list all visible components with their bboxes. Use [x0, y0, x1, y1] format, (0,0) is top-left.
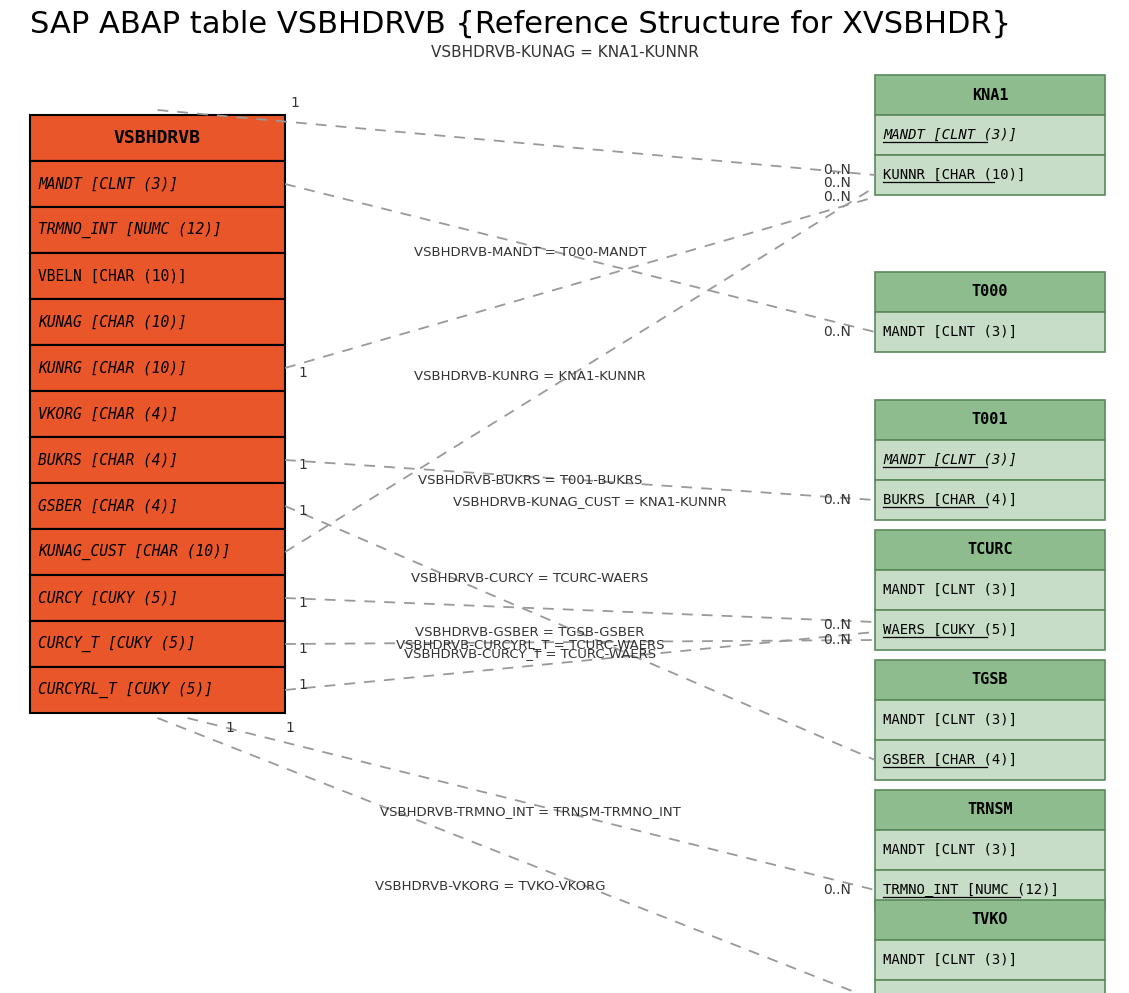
Text: VSBHDRVB-MANDT = T000-MANDT: VSBHDRVB-MANDT = T000-MANDT [413, 246, 646, 259]
Text: VSBHDRVB-CURCY_T = TCURC-WAERS: VSBHDRVB-CURCY_T = TCURC-WAERS [404, 647, 656, 660]
Text: T000: T000 [972, 285, 1008, 300]
Text: 1: 1 [298, 596, 307, 610]
FancyBboxPatch shape [875, 115, 1105, 155]
FancyBboxPatch shape [30, 345, 285, 391]
Text: MANDT [CLNT (3)]: MANDT [CLNT (3)] [883, 713, 1017, 727]
Text: KNA1: KNA1 [972, 87, 1008, 102]
Text: 0..N: 0..N [823, 325, 851, 339]
Text: VBELN [CHAR (10)]: VBELN [CHAR (10)] [38, 268, 186, 283]
FancyBboxPatch shape [30, 437, 285, 483]
Text: 0..N: 0..N [823, 493, 851, 507]
Text: 1: 1 [298, 678, 307, 692]
Text: 1: 1 [226, 721, 235, 735]
FancyBboxPatch shape [875, 312, 1105, 352]
Text: KUNNR [CHAR (10)]: KUNNR [CHAR (10)] [883, 168, 1025, 182]
Text: 1: 1 [290, 96, 299, 110]
Text: SAP ABAP table VSBHDRVB {Reference Structure for XVSBHDR}: SAP ABAP table VSBHDRVB {Reference Struc… [30, 10, 1010, 39]
Text: 0..N: 0..N [823, 883, 851, 897]
FancyBboxPatch shape [30, 667, 285, 713]
Text: MANDT [CLNT (3)]: MANDT [CLNT (3)] [883, 325, 1017, 339]
FancyBboxPatch shape [30, 483, 285, 529]
Text: TRNSM: TRNSM [968, 802, 1013, 817]
FancyBboxPatch shape [875, 740, 1105, 780]
Text: 0..N: 0..N [823, 163, 851, 177]
FancyBboxPatch shape [875, 660, 1105, 700]
Text: VSBHDRVB: VSBHDRVB [114, 129, 201, 147]
FancyBboxPatch shape [30, 207, 285, 253]
FancyBboxPatch shape [30, 621, 285, 667]
FancyBboxPatch shape [30, 161, 285, 207]
FancyBboxPatch shape [875, 155, 1105, 195]
Text: MANDT [CLNT (3)]: MANDT [CLNT (3)] [883, 953, 1017, 967]
FancyBboxPatch shape [875, 272, 1105, 312]
Text: 0..N: 0..N [823, 618, 851, 632]
Text: 0..N: 0..N [823, 190, 851, 204]
Text: TRMNO_INT [NUMC (12)]: TRMNO_INT [NUMC (12)] [38, 221, 221, 238]
Text: KUNRG [CHAR (10)]: KUNRG [CHAR (10)] [38, 360, 186, 375]
Text: TCURC: TCURC [968, 542, 1013, 557]
Text: VSBHDRVB-VKORG = TVKO-VKORG: VSBHDRVB-VKORG = TVKO-VKORG [375, 880, 605, 893]
Text: MANDT [CLNT (3)]: MANDT [CLNT (3)] [883, 583, 1017, 597]
Text: TGSB: TGSB [972, 672, 1008, 687]
Text: GSBER [CHAR (4)]: GSBER [CHAR (4)] [883, 753, 1017, 767]
Text: BUKRS [CHAR (4)]: BUKRS [CHAR (4)] [38, 453, 178, 468]
FancyBboxPatch shape [875, 790, 1105, 830]
FancyBboxPatch shape [875, 75, 1105, 115]
FancyBboxPatch shape [875, 480, 1105, 520]
FancyBboxPatch shape [875, 700, 1105, 740]
FancyBboxPatch shape [30, 575, 285, 621]
FancyBboxPatch shape [875, 870, 1105, 910]
Text: VSBHDRVB-GSBER = TGSB-GSBER: VSBHDRVB-GSBER = TGSB-GSBER [415, 627, 645, 639]
FancyBboxPatch shape [30, 391, 285, 437]
FancyBboxPatch shape [875, 980, 1105, 993]
Text: KUNAG [CHAR (10)]: KUNAG [CHAR (10)] [38, 315, 186, 330]
FancyBboxPatch shape [30, 529, 285, 575]
FancyBboxPatch shape [875, 440, 1105, 480]
Text: CURCY [CUKY (5)]: CURCY [CUKY (5)] [38, 591, 178, 606]
Text: CURCY_T [CUKY (5)]: CURCY_T [CUKY (5)] [38, 636, 195, 652]
Text: VSBHDRVB-KUNAG = KNA1-KUNNR: VSBHDRVB-KUNAG = KNA1-KUNNR [430, 45, 699, 60]
Text: MANDT [CLNT (3)]: MANDT [CLNT (3)] [38, 177, 178, 192]
FancyBboxPatch shape [875, 900, 1105, 940]
Text: 1: 1 [286, 721, 295, 735]
Text: MANDT [CLNT (3)]: MANDT [CLNT (3)] [883, 128, 1017, 142]
Text: TRMNO_INT [NUMC (12)]: TRMNO_INT [NUMC (12)] [883, 883, 1059, 897]
FancyBboxPatch shape [875, 530, 1105, 570]
FancyBboxPatch shape [30, 253, 285, 299]
Text: 1: 1 [298, 458, 307, 472]
FancyBboxPatch shape [875, 610, 1105, 650]
Text: VSBHDRVB-KUNRG = KNA1-KUNNR: VSBHDRVB-KUNRG = KNA1-KUNNR [414, 369, 646, 382]
FancyBboxPatch shape [30, 299, 285, 345]
FancyBboxPatch shape [875, 570, 1105, 610]
Text: 1: 1 [298, 366, 307, 380]
FancyBboxPatch shape [875, 940, 1105, 980]
Text: VSBHDRVB-BUKRS = T001-BUKRS: VSBHDRVB-BUKRS = T001-BUKRS [418, 474, 642, 487]
Text: 1: 1 [298, 642, 307, 656]
Text: VKORG [CHAR (4)]: VKORG [CHAR (4)] [38, 406, 178, 421]
Text: 1: 1 [298, 504, 307, 518]
Text: 0..N: 0..N [823, 633, 851, 647]
Text: VSBHDRVB-TRMNO_INT = TRNSM-TRMNO_INT: VSBHDRVB-TRMNO_INT = TRNSM-TRMNO_INT [379, 805, 681, 818]
Text: KUNAG_CUST [CHAR (10)]: KUNAG_CUST [CHAR (10)] [38, 544, 230, 560]
Text: VSBHDRVB-KUNAG_CUST = KNA1-KUNNR: VSBHDRVB-KUNAG_CUST = KNA1-KUNNR [453, 496, 727, 508]
Text: VSBHDRVB-CURCY = TCURC-WAERS: VSBHDRVB-CURCY = TCURC-WAERS [411, 572, 649, 585]
FancyBboxPatch shape [875, 830, 1105, 870]
Text: GSBER [CHAR (4)]: GSBER [CHAR (4)] [38, 498, 178, 513]
Text: VSBHDRVB-CURCYRL_T = TCURC-WAERS: VSBHDRVB-CURCYRL_T = TCURC-WAERS [396, 638, 664, 651]
Text: CURCYRL_T [CUKY (5)]: CURCYRL_T [CUKY (5)] [38, 682, 213, 698]
Text: MANDT [CLNT (3)]: MANDT [CLNT (3)] [883, 843, 1017, 857]
Text: WAERS [CUKY (5)]: WAERS [CUKY (5)] [883, 623, 1017, 637]
Text: T001: T001 [972, 412, 1008, 428]
Text: BUKRS [CHAR (4)]: BUKRS [CHAR (4)] [883, 493, 1017, 507]
FancyBboxPatch shape [30, 115, 285, 161]
FancyBboxPatch shape [875, 400, 1105, 440]
Text: 0..N: 0..N [823, 176, 851, 190]
Text: MANDT [CLNT (3)]: MANDT [CLNT (3)] [883, 453, 1017, 467]
Text: TVKO: TVKO [972, 913, 1008, 927]
